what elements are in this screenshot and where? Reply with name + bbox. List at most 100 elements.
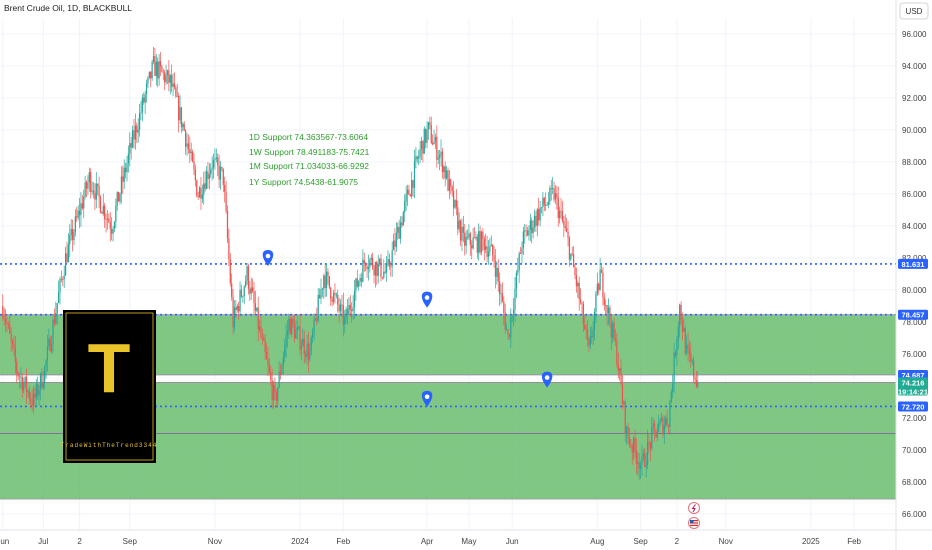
candle-body [447, 170, 449, 191]
candle-body [652, 423, 654, 428]
alert-markers[interactable] [262, 250, 553, 407]
candle-body [602, 272, 604, 298]
candle-body [25, 376, 28, 393]
candle-body [327, 271, 329, 276]
candle-body [605, 305, 607, 306]
candle-body [218, 165, 220, 180]
candle-body [367, 267, 370, 270]
candle-body [211, 167, 213, 170]
candle-body [645, 464, 647, 467]
candle-body [323, 275, 325, 289]
candle-body [102, 205, 104, 214]
candle-body [99, 196, 102, 213]
candle-body [321, 288, 324, 290]
candle-body [559, 210, 561, 219]
candle-body [387, 259, 389, 265]
alert-pin-icon[interactable] [262, 250, 274, 266]
time-axis[interactable]: Jun Jul 2 Sep Nov 2024 Feb Apr May Jun Aug Sep 2 Nov 2… [0, 529, 932, 546]
candle-body [370, 257, 372, 260]
candle-body [231, 283, 233, 297]
candle-body [141, 97, 143, 113]
candle-body [60, 278, 63, 280]
candle-body [471, 244, 473, 249]
candle-body [104, 205, 106, 220]
candle-body [621, 384, 624, 404]
candle-body [74, 216, 76, 233]
alert-pin-icon[interactable] [541, 371, 553, 388]
candle-body [279, 371, 282, 375]
candle-body [66, 253, 68, 263]
candle-body [404, 201, 406, 212]
candle-body [574, 267, 576, 276]
candle-body [634, 437, 636, 451]
candle-body [70, 229, 72, 236]
candle-body [168, 70, 170, 83]
candle-body [472, 237, 474, 249]
candle-body [165, 75, 167, 83]
candle-body [243, 286, 245, 297]
candle-body [274, 384, 276, 393]
candle-body [337, 294, 339, 305]
event-icons[interactable] [688, 502, 700, 529]
candle-body [245, 280, 247, 287]
candle-body [521, 248, 523, 254]
candle-body [550, 187, 552, 189]
candle-body [344, 317, 346, 325]
candle-body [557, 197, 559, 219]
candle-body [235, 307, 237, 311]
candle-body [479, 231, 481, 253]
candle-body [501, 293, 504, 302]
candle-body [517, 270, 519, 273]
candle-body [45, 360, 47, 368]
candle-body [683, 328, 685, 332]
candle-body [567, 231, 569, 238]
candle-body [178, 95, 180, 121]
candle-body [669, 401, 671, 427]
price-axis[interactable]: 96.000 94.000 92.000 90.000 88.000 86.000 84.0… [895, 0, 927, 550]
dividend-icon[interactable] [688, 502, 700, 514]
candle-body [486, 246, 488, 257]
candle-body [182, 123, 184, 128]
candle-body [454, 199, 456, 208]
candle-body [564, 225, 566, 229]
candle-body [295, 329, 297, 339]
candle-body [101, 212, 103, 214]
candle-body [30, 398, 32, 401]
candle-body [658, 423, 660, 433]
candle-body [292, 318, 294, 325]
candle-body [2, 306, 4, 318]
candle-body [466, 236, 469, 238]
pin-dot [544, 375, 550, 380]
candle-body [24, 376, 26, 384]
candle-body [275, 392, 277, 401]
currency-button[interactable]: USD [899, 2, 929, 20]
candle-body [674, 352, 677, 356]
candle-body [575, 275, 578, 287]
us-flag-icon[interactable] [688, 517, 700, 529]
candle-body [272, 384, 275, 400]
candle-body [291, 318, 293, 335]
candle-body [651, 427, 653, 449]
candle-body [159, 61, 162, 67]
candle-body [525, 230, 527, 232]
candle-body [672, 383, 674, 392]
candle-body [552, 188, 554, 189]
candle-body [461, 226, 463, 241]
candle-body [90, 172, 92, 192]
candle-body [339, 304, 342, 312]
candle-body [385, 264, 388, 273]
candle-body [577, 282, 579, 287]
candle-body [490, 244, 492, 247]
time-tick-label: Nov [719, 537, 733, 546]
alert-pin-icon[interactable] [421, 291, 433, 308]
alert-pin-icon[interactable] [421, 390, 433, 407]
candle-body [451, 186, 453, 191]
candle-body [118, 192, 120, 202]
candle-body [111, 229, 113, 234]
candle-body [584, 324, 586, 330]
candle-body [108, 218, 110, 223]
candle-body [596, 283, 598, 294]
candle-body [441, 151, 444, 173]
current-price-tag [898, 377, 928, 396]
